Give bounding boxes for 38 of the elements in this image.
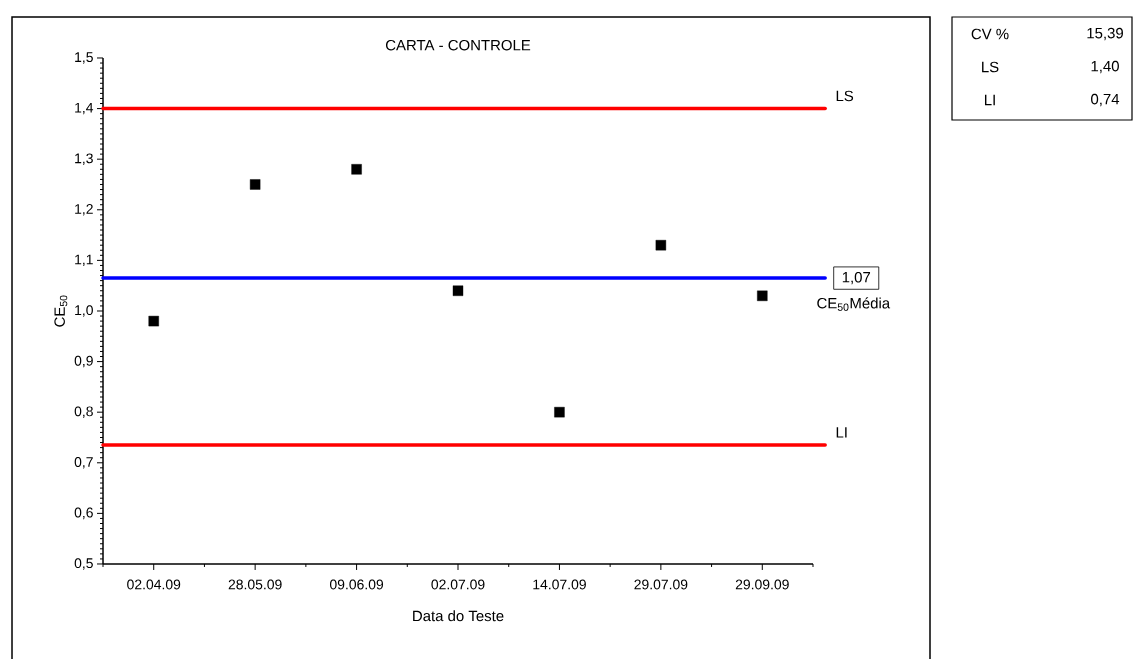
point	[351, 164, 362, 175]
point	[148, 315, 159, 327]
text: CV %	[971, 28, 1009, 40]
x-tick-label: 02.07.09	[431, 579, 485, 590]
y-tick-label: 0,8	[74, 406, 93, 418]
x-tick-label: 09.06.09	[329, 579, 384, 590]
x-tick-label: 02.04.09	[127, 579, 181, 590]
text: LS	[982, 61, 999, 73]
text: LI	[984, 94, 995, 106]
text: 0,74	[1091, 93, 1120, 107]
x-tick-label: 29.09.09	[735, 579, 789, 590]
point	[655, 240, 667, 251]
y-tick-label: 1,3	[75, 153, 93, 165]
y-tick-label: 1,0	[75, 305, 93, 317]
text: 1,40	[1091, 60, 1119, 74]
y-tick-label: 1,4	[75, 102, 94, 115]
y-tick-label: 0,6	[74, 507, 93, 520]
y-axis-title: CE$_{50}$	[54, 295, 68, 327]
y-tick-label: 1,5	[75, 52, 93, 64]
ref-line-label: LI	[836, 427, 847, 438]
x-axis-title: Data do Teste	[413, 610, 504, 622]
point	[554, 406, 565, 418]
ref-line-label: 1,07	[842, 271, 871, 285]
ref-line-label: LS	[836, 90, 854, 102]
point	[452, 285, 464, 296]
text: 15,39	[1087, 27, 1123, 41]
y-tick-label: 0,5	[74, 558, 93, 570]
point	[249, 179, 261, 190]
y-tick-label: 1,1	[75, 254, 93, 267]
x-tick-label: 28.05.09	[228, 579, 282, 590]
y-tick-label: 1,2	[75, 204, 93, 216]
y-tick-label: 0,7	[74, 457, 93, 469]
y-tick-label: 0,9	[74, 355, 93, 368]
chart-title: CARTA - CONTROLE	[385, 39, 531, 51]
x-tick-label: 14.07.09	[533, 579, 586, 590]
point	[757, 290, 768, 302]
annotation: CE$_{50}$Média	[817, 297, 891, 311]
x-tick-label: 29.07.09	[634, 579, 688, 590]
